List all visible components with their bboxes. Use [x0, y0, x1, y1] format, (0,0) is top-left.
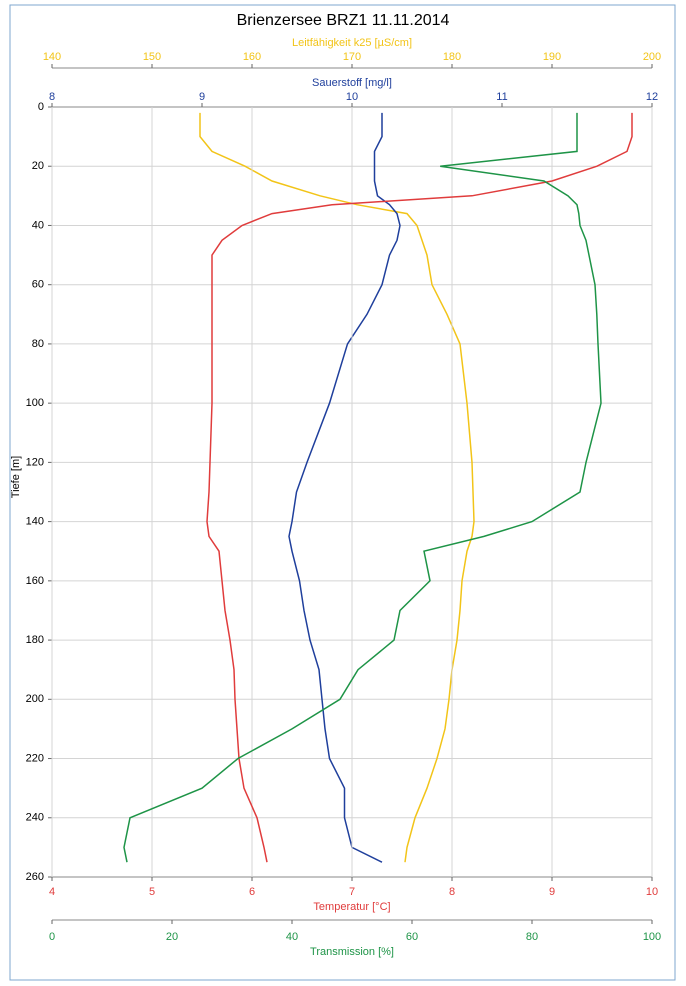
x-tick-label: 11	[496, 91, 507, 103]
x-tick-label: 150	[143, 51, 161, 63]
x-tick-label: 5	[149, 886, 155, 898]
x-tick-label: 12	[646, 91, 658, 103]
chart-title: Brienzersee BRZ1 11.11.2014	[237, 12, 450, 29]
x-tick-label: 8	[449, 886, 455, 898]
y-tick-label: 120	[26, 456, 44, 468]
x-tick-label: 7	[349, 886, 355, 898]
x-tick-label: 180	[443, 51, 461, 63]
y-tick-label: 220	[26, 752, 44, 764]
y-tick-label: 0	[38, 101, 44, 113]
y-tick-label: 100	[26, 397, 44, 409]
y-tick-label: 180	[26, 634, 44, 646]
x-tick-label: 4	[49, 886, 55, 898]
x-axis-label: Leitfähigkeit k25 [µS/cm]	[292, 37, 412, 49]
x-tick-label: 190	[543, 51, 561, 63]
x-axis-label: Temperatur [°C]	[313, 901, 390, 913]
y-tick-label: 240	[26, 812, 44, 824]
profile-line	[288, 112, 401, 863]
y-axis-label: Tiefe [m]	[10, 456, 22, 498]
frame	[9, 4, 676, 981]
y-tick-label: 60	[32, 279, 44, 291]
x-tick-label: 40	[286, 931, 298, 943]
profile-line	[123, 112, 602, 863]
x-tick-label: 6	[249, 886, 255, 898]
x-tick-label: 10	[346, 91, 358, 103]
x-axis-label: Sauerstoff [mg/l]	[312, 77, 392, 89]
y-tick-label: 80	[32, 338, 44, 350]
y-tick-label: 20	[32, 160, 44, 172]
profile-line	[199, 112, 475, 863]
x-tick-label: 60	[406, 931, 418, 943]
y-tick-label: 140	[26, 516, 44, 528]
x-tick-label: 170	[343, 51, 361, 63]
x-tick-label: 10	[646, 886, 658, 898]
profile-line	[206, 112, 633, 863]
x-tick-label: 140	[43, 51, 61, 63]
y-tick-label: 260	[26, 871, 44, 883]
x-tick-label: 9	[549, 886, 555, 898]
y-tick-label: 160	[26, 575, 44, 587]
y-tick-label: 200	[26, 693, 44, 705]
x-tick-label: 0	[49, 931, 55, 943]
x-tick-label: 80	[526, 931, 538, 943]
x-tick-label: 200	[643, 51, 661, 63]
x-tick-label: 9	[199, 91, 205, 103]
y-tick-label: 40	[32, 219, 44, 231]
x-tick-label: 100	[643, 931, 661, 943]
x-tick-label: 8	[49, 91, 55, 103]
x-tick-label: 20	[166, 931, 178, 943]
x-axis-label: Transmission [%]	[310, 946, 394, 958]
x-tick-label: 160	[243, 51, 261, 63]
